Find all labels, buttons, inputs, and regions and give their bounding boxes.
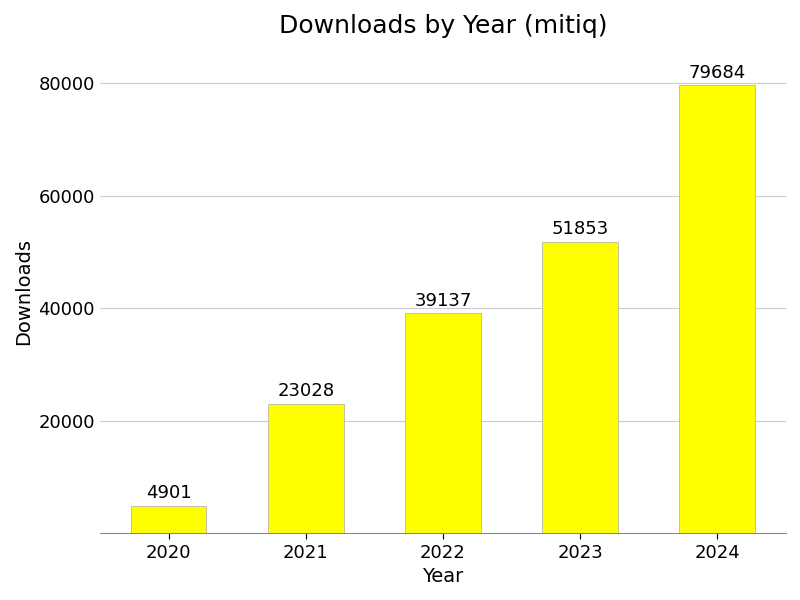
Y-axis label: Downloads: Downloads bbox=[14, 238, 33, 345]
Text: 79684: 79684 bbox=[689, 64, 746, 82]
Bar bbox=[679, 85, 755, 533]
Bar bbox=[542, 242, 618, 533]
Text: 4901: 4901 bbox=[146, 484, 191, 502]
X-axis label: Year: Year bbox=[422, 567, 463, 586]
Text: 39137: 39137 bbox=[414, 292, 472, 310]
Bar bbox=[268, 404, 343, 533]
Text: 23028: 23028 bbox=[278, 382, 334, 400]
Title: Downloads by Year (mitiq): Downloads by Year (mitiq) bbox=[278, 14, 607, 38]
Text: 51853: 51853 bbox=[551, 220, 609, 238]
Bar bbox=[131, 506, 206, 533]
Bar bbox=[406, 313, 481, 533]
